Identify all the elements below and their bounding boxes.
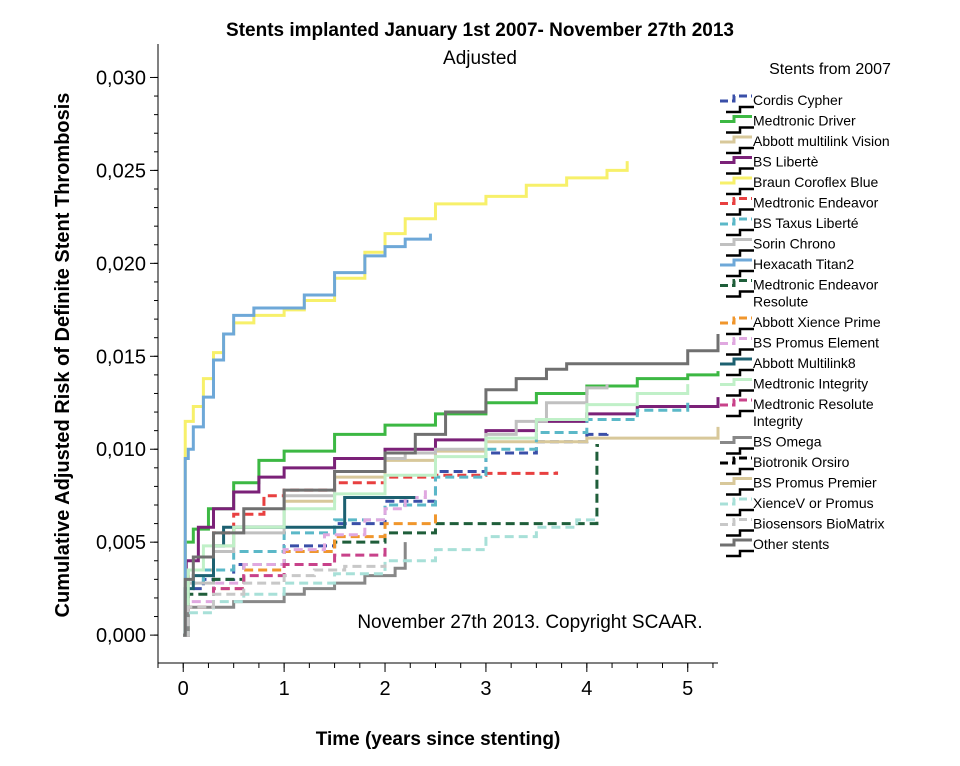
legend-label-20: Other stents [753,536,829,552]
y-tick-label: 0,005 [96,532,146,554]
legend-swatch-8 [720,258,752,267]
series-line-3 [183,397,720,637]
legend-step-marker-11 [726,348,754,356]
legend-label-0: Cordis Cypher [753,92,843,108]
series-line-19 [183,564,387,637]
legend-label-2: Abbott multilink Vision [753,133,890,149]
legend-swatch-1 [720,115,752,123]
legend-label-10: Abbott Xience Prime [753,314,881,330]
legend-swatch-5 [720,197,752,205]
plot-lines [183,161,720,637]
series-line-7 [183,384,609,637]
legend-step-marker-10 [726,327,754,336]
legend-label-5: Medtronic Endeavor [753,195,879,211]
chart-title: Stents implanted January 1st 2007- Novem… [226,20,734,41]
legend-label-9: Medtronic Endeavor [753,277,879,293]
legend-label-14: Medtronic Resolute [753,396,874,412]
legend-label-8: Hexacath Titan2 [753,256,854,272]
legend-label-1: Medtronic Driver [753,113,856,129]
x-tick-label: 2 [379,678,390,700]
legend-step-marker-16 [726,467,754,476]
legend-swatch-17 [720,477,752,485]
legend-swatch-11 [720,337,752,345]
legend-label-6: BS Taxus Liberté [753,215,859,231]
series-line-8 [183,233,432,637]
legend-step-marker-13 [726,389,754,397]
y-tick-label: 0,020 [96,253,146,275]
legend-swatch-19 [720,518,752,526]
legend-label-14: Integrity [753,413,803,429]
legend-step-marker-3 [726,167,754,175]
x-tick-label: 3 [480,678,491,700]
legend: Cordis Cypher Medtronic Driver Abbott mult… [720,92,890,558]
legend-swatch-3 [720,156,752,164]
legend-title: Stents from 2007 [769,61,891,78]
legend-label-4: Braun Coroflex Blue [753,174,879,190]
y-tick-label: 0,015 [96,346,146,368]
legend-swatch-16 [720,456,752,465]
series-line-1 [183,371,720,637]
legend-swatch-0 [720,94,752,103]
y-tick-label: 0,010 [96,439,146,461]
x-tick-label: 4 [581,678,592,700]
legend-swatch-18 [720,497,752,506]
legend-label-3: BS Libertè [753,154,819,170]
legend-swatch-10 [720,316,752,325]
legend-label-13: Medtronic Integrity [753,376,868,392]
legend-swatch-15 [720,436,752,444]
legend-label-7: Sorin Chrono [753,236,836,252]
series-line-10 [183,514,437,637]
axes: 0,000 0,005 0,010 0,015 0,020 0,025 0,030 0 1 2 3 4… [96,44,718,700]
y-axis-label: Cumulative Adjusted Risk of Definite Ste… [52,93,74,618]
legend-swatch-4 [720,176,752,185]
legend-label-11: BS Promus Element [753,335,879,351]
legend-label-16: Biotronik Orsiro [753,454,850,470]
legend-step-marker-20 [726,549,754,558]
legend-step-marker-17 [726,488,754,496]
series-line-20 [183,333,720,637]
x-axis-label: Time (years since stenting) [316,729,561,750]
legend-label-18: XienceV or Promus [753,495,874,511]
legend-swatch-20 [720,538,752,547]
y-tick-label: 0,030 [96,67,146,89]
legend-label-15: BS Omega [753,434,822,450]
legend-swatch-12 [720,357,752,366]
legend-step-marker-7 [726,249,754,257]
chart-subtitle: Adjusted [443,48,517,69]
legend-step-marker-2 [726,146,754,155]
legend-step-marker-8 [726,269,754,278]
legend-step-marker-12 [726,368,754,377]
legend-swatch-14 [720,398,752,407]
legend-step-marker-9 [726,290,754,298]
series-line-13 [183,384,690,637]
legend-label-12: Abbott Multilink8 [753,355,856,371]
legend-step-marker-15 [726,447,754,455]
legend-step-marker-19 [726,529,754,537]
legend-step-marker-5 [726,208,754,216]
y-tick-label: 0,025 [96,160,146,182]
x-tick-label: 0 [178,678,189,700]
legend-step-marker-6 [726,228,754,237]
legend-label-17: BS Promus Premier [753,475,877,491]
legend-label-19: Biosensors BioMatrix [753,516,885,532]
legend-step-marker-0 [726,105,754,114]
series-line-15 [183,542,407,637]
legend-swatch-9 [720,279,752,287]
copyright-annotation: November 27th 2013. Copyright SCAAR. [357,612,702,633]
legend-step-marker-4 [726,187,754,196]
legend-swatch-7 [720,238,752,246]
y-tick-label: 0,000 [96,625,146,647]
x-tick-label: 5 [682,678,693,700]
legend-swatch-2 [720,135,752,144]
legend-label-9: Resolute [753,294,808,310]
legend-swatch-6 [720,217,752,226]
legend-step-marker-1 [726,126,754,134]
series-line-4 [183,161,629,637]
legend-swatch-13 [720,378,752,386]
x-tick-label: 1 [279,678,290,700]
legend-step-marker-14 [726,409,754,418]
legend-step-marker-18 [726,508,754,517]
